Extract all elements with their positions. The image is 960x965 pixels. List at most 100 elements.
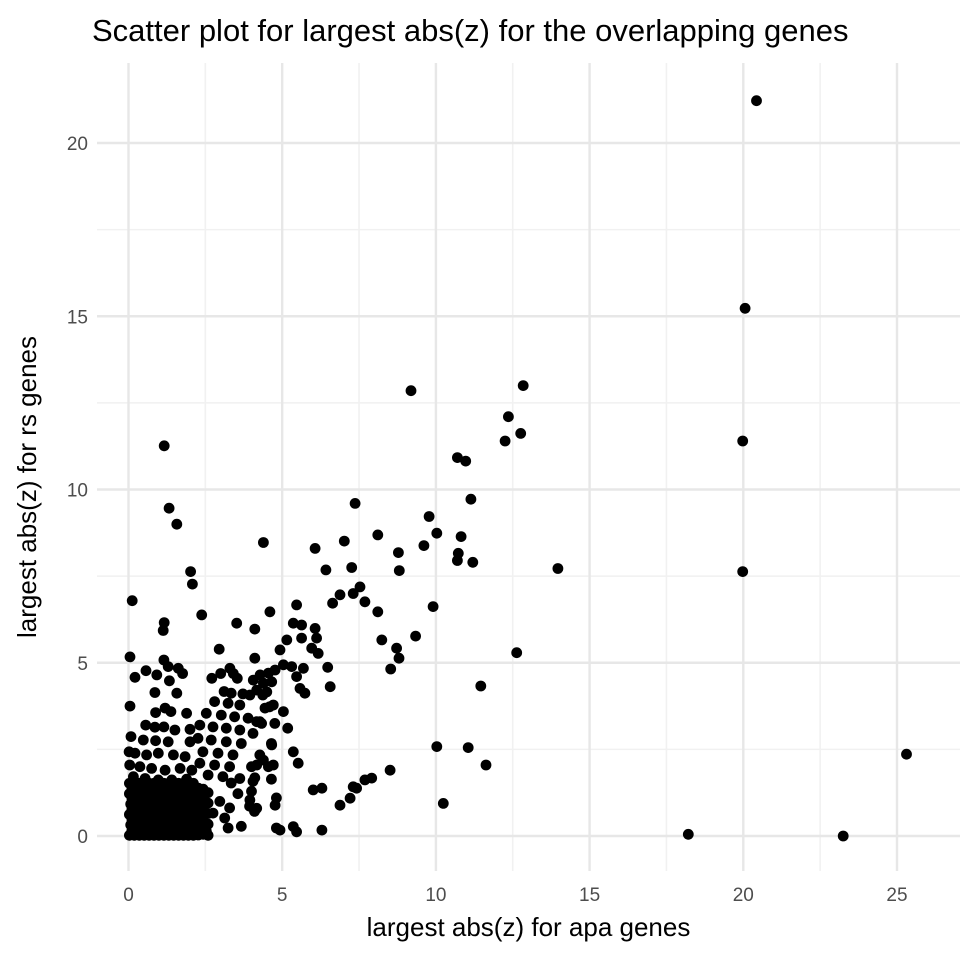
data-point	[515, 428, 527, 439]
data-point	[511, 647, 523, 659]
data-point	[296, 632, 307, 644]
data-point	[467, 556, 479, 568]
data-point	[171, 518, 183, 530]
data-point	[320, 564, 332, 576]
data-point	[405, 385, 417, 397]
data-point	[212, 747, 224, 759]
y-tick-label: 10	[67, 481, 88, 502]
data-point	[224, 802, 236, 814]
data-point	[164, 675, 175, 687]
data-point	[431, 527, 443, 539]
data-point	[837, 830, 849, 842]
data-point	[249, 806, 260, 817]
data-point	[437, 798, 449, 809]
data-point	[157, 625, 169, 636]
data-point	[393, 565, 405, 576]
data-point	[242, 712, 254, 724]
data-point	[465, 493, 477, 505]
data-point	[282, 722, 294, 734]
data-point	[460, 455, 472, 467]
data-point	[344, 792, 356, 804]
data-point	[751, 95, 762, 107]
data-point	[376, 634, 388, 646]
data-point	[171, 687, 183, 699]
data-point	[222, 697, 234, 709]
data-point	[249, 623, 261, 635]
data-point	[152, 747, 164, 759]
data-point	[286, 661, 298, 672]
data-point	[206, 672, 218, 684]
data-point	[158, 721, 170, 733]
data-point	[150, 735, 162, 747]
data-point	[205, 734, 217, 746]
data-point	[258, 537, 269, 548]
data-point	[271, 822, 282, 834]
data-point	[271, 792, 282, 804]
data-point	[278, 706, 289, 717]
data-point	[462, 742, 474, 753]
data-point	[351, 782, 362, 794]
data-point	[200, 707, 212, 719]
data-point	[129, 747, 141, 759]
data-point	[177, 668, 189, 679]
data-point	[163, 502, 175, 514]
data-point	[246, 785, 257, 797]
data-point	[129, 671, 141, 683]
data-point	[291, 826, 302, 838]
data-point	[196, 609, 208, 621]
data-point	[372, 606, 384, 618]
data-point	[124, 700, 136, 712]
data-point	[316, 782, 328, 794]
data-point	[149, 687, 161, 698]
data-point	[254, 749, 266, 761]
data-point	[235, 820, 247, 832]
data-point	[264, 606, 276, 618]
data-point	[737, 435, 749, 447]
data-point	[266, 773, 277, 785]
data-point	[423, 511, 435, 522]
data-point	[347, 588, 359, 599]
x-axis-title: largest abs(z) for apa genes	[366, 912, 691, 942]
data-point	[258, 677, 269, 689]
data-point	[287, 746, 299, 758]
data-point	[159, 764, 171, 776]
data-point	[324, 681, 336, 693]
x-tick-label: 20	[733, 885, 754, 906]
chart-title: Scatter plot for largest abs(z) for the …	[92, 13, 849, 48]
data-point	[431, 741, 443, 752]
data-point	[158, 440, 170, 452]
data-point	[169, 724, 181, 736]
data-point	[384, 764, 396, 776]
data-point	[266, 676, 278, 688]
data-point	[298, 662, 309, 674]
data-point	[234, 773, 246, 784]
data-point	[739, 302, 751, 314]
data-point	[126, 595, 138, 607]
data-point	[140, 719, 152, 731]
data-point	[146, 763, 158, 774]
data-point	[291, 599, 302, 611]
data-point	[552, 563, 564, 574]
data-point	[322, 661, 334, 673]
data-point	[267, 759, 279, 771]
data-point	[229, 711, 241, 723]
data-point	[249, 652, 261, 664]
y-axis-title-text: largest abs(z) for rs genes	[11, 335, 42, 638]
data-point	[231, 617, 243, 629]
data-point	[237, 688, 249, 700]
data-point	[162, 736, 174, 748]
data-point	[181, 707, 193, 719]
data-point	[291, 671, 302, 682]
data-point	[737, 566, 749, 577]
data-point	[219, 812, 231, 824]
data-point	[247, 775, 259, 787]
data-point	[231, 672, 243, 684]
data-point	[257, 689, 269, 701]
data-point	[354, 581, 366, 593]
data-point	[220, 736, 232, 748]
x-tick-label: 15	[579, 885, 600, 906]
data-point	[151, 669, 163, 681]
data-point	[247, 728, 259, 739]
data-point	[682, 828, 694, 840]
